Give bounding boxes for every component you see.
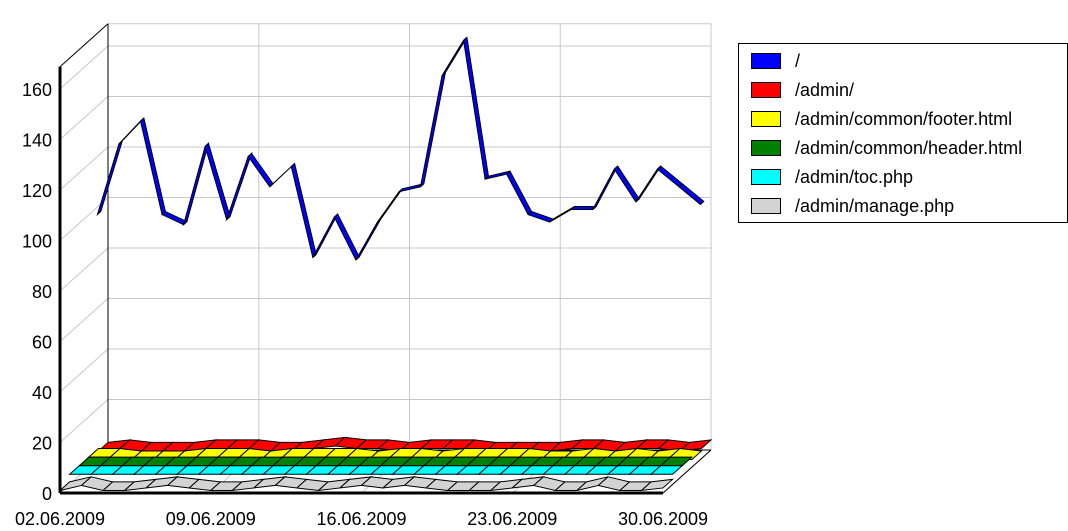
ribbon-segment (569, 205, 598, 210)
axes (58, 23, 712, 495)
y-tick-label: 140 (22, 131, 52, 151)
gridline-depth (59, 399, 109, 443)
x-tick-label: 09.06.2009 (166, 509, 256, 529)
ribbon-segment (484, 170, 511, 180)
ribbon-segment (312, 213, 339, 258)
x-tick-label: 02.06.2009 (15, 509, 105, 529)
ribbon-segment (678, 183, 705, 206)
gridline-depth (59, 45, 109, 90)
series-ribbon-admin-toc-php (68, 465, 684, 475)
legend-label: /admin/common/header.html (795, 138, 1023, 158)
ribbon-segment (118, 117, 145, 145)
ribbon-segment (139, 117, 166, 216)
ribbon-segment (592, 165, 619, 210)
ribbon-segment (333, 213, 360, 261)
y-tick-label: 60 (32, 333, 52, 353)
ribbon-segment (549, 206, 575, 223)
ribbon-segment (355, 218, 382, 261)
series-ribbons (59, 36, 713, 492)
y-tick-label: 0 (42, 484, 52, 504)
gridline-depth (59, 348, 109, 393)
gridline-depth (59, 298, 109, 342)
legend-label: /admin/toc.php (795, 167, 914, 187)
legend-label: /admin/manage.php (795, 196, 955, 216)
y-tick-label: 100 (22, 232, 52, 252)
ribbon-segment (639, 478, 675, 492)
ribbon-segment (247, 152, 274, 188)
ribbon-segment (419, 71, 447, 189)
series-ribbon-admin (96, 436, 713, 452)
x-tick-label: 23.06.2009 (467, 509, 557, 529)
y-tick-label: 20 (32, 434, 52, 454)
series-ribbon-admin-common-header-html (77, 456, 694, 467)
axis-top-diagonal (59, 23, 109, 68)
legend-label: /admin/ (795, 80, 855, 100)
gridline-depth (59, 96, 109, 140)
ribbon-segment (649, 465, 684, 475)
y-tick-label: 120 (22, 181, 52, 201)
axis-labels: 0 20 40 60 80 100 120 140 160 02.06.2009 09.06.200… (15, 80, 708, 529)
y-tick-label: 160 (22, 80, 52, 100)
ribbon-segment (290, 162, 317, 259)
ribbon-segment (463, 36, 489, 181)
ribbon-segment (505, 170, 533, 216)
legend-swatch (751, 53, 781, 69)
x-tick-label: 16.06.2009 (316, 509, 406, 529)
floor-right-edge (662, 449, 712, 494)
ribbon-segment (376, 188, 403, 223)
ribbon-segment (613, 165, 640, 203)
ribbon-segment (635, 165, 662, 203)
series-ribbon-root (96, 36, 705, 261)
ribbon-segment (204, 142, 231, 221)
legend-swatch (751, 111, 781, 127)
y-tick-label: 80 (32, 282, 52, 302)
ribbon-segment (225, 151, 253, 222)
ribbon-segment (656, 165, 684, 188)
legend-swatch (751, 82, 781, 98)
legend-swatch (751, 169, 781, 185)
ribbon-segment (441, 36, 468, 77)
ribbon-segment (678, 439, 713, 452)
grid (59, 23, 712, 494)
ribbon-segment (398, 183, 425, 193)
y-tick-label: 40 (32, 383, 52, 403)
legend-label: / (795, 51, 801, 71)
legend-swatch (751, 198, 781, 214)
ribbon-segment (527, 210, 555, 223)
legend-label: /admin/common/footer.html (795, 109, 1013, 129)
series-ribbon-admin-manage-php (59, 476, 675, 492)
gridline-depth (59, 247, 109, 292)
ribbon-segment (182, 141, 210, 227)
legend: / /admin/ /admin/common/footer.html/admin/… (738, 43, 1068, 223)
ribbon-segment (96, 139, 124, 217)
ribbon-segment (161, 210, 188, 226)
x-tick-label: 30.06.2009 (618, 509, 708, 529)
gridline-depth (59, 146, 109, 191)
legend-swatch (751, 140, 781, 156)
